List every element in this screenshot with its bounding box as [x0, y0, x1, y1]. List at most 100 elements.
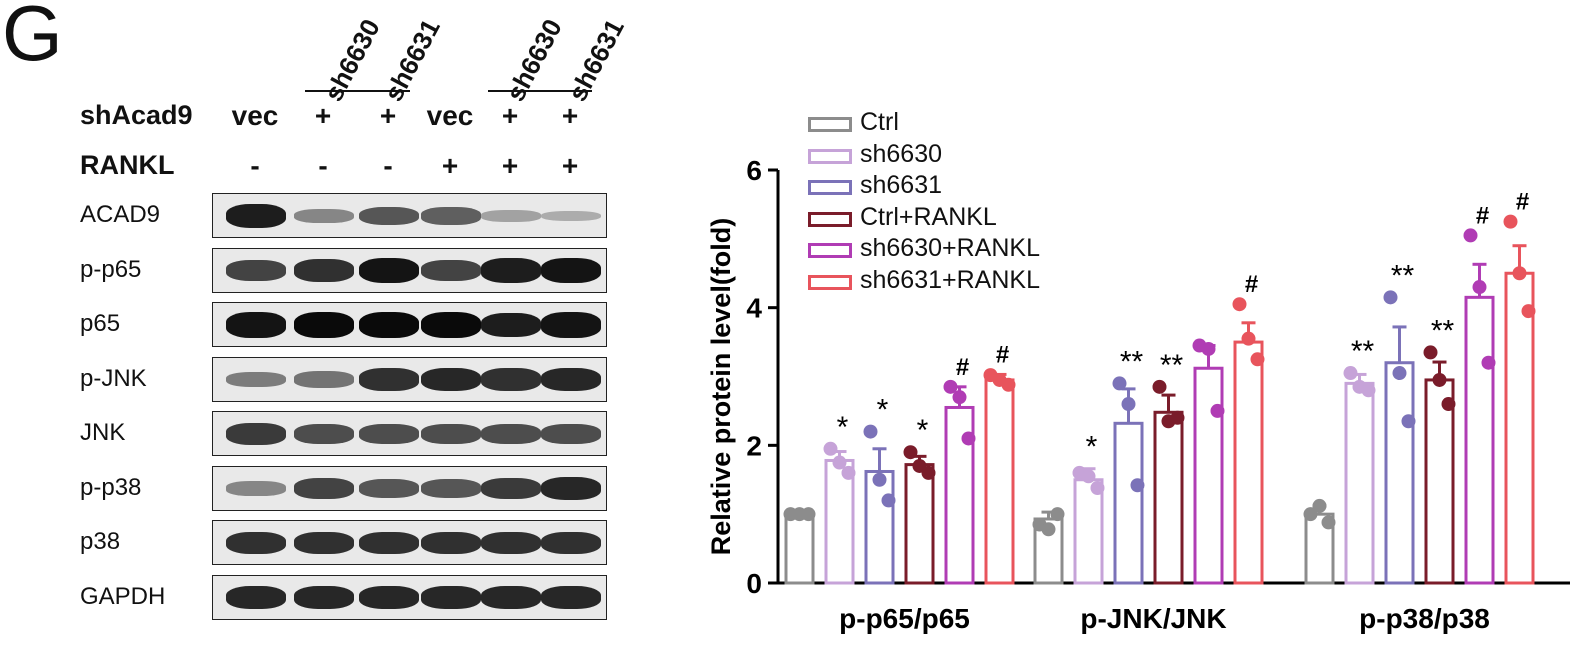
data-point: [1383, 290, 1398, 305]
significance-mark: **: [1160, 349, 1184, 382]
condition-cell: -: [318, 150, 328, 181]
bar: [1233, 340, 1264, 585]
panel-letter: G: [2, 0, 63, 77]
lane-header: sh6631: [562, 14, 630, 107]
blot-band: [541, 476, 601, 501]
blot-band: [294, 312, 354, 338]
blot-band: [226, 260, 286, 281]
blot-band: [226, 585, 286, 610]
data-point: [1481, 355, 1496, 370]
blot-band: [421, 479, 481, 498]
data-point: [1210, 403, 1225, 418]
blot-band: [541, 531, 601, 555]
blot-band: [359, 368, 419, 391]
blot-band: [226, 203, 286, 229]
data-point: [863, 424, 878, 439]
blot-label: p65: [80, 310, 121, 337]
data-point: [943, 379, 958, 394]
blot-band: [481, 368, 541, 391]
data-point: [1130, 478, 1145, 493]
blot-band: [226, 423, 286, 445]
legend-swatch: [808, 117, 852, 132]
condition-cell: +: [561, 100, 579, 131]
blot-band: [421, 312, 481, 338]
blot-label: ACAD9: [80, 201, 161, 228]
data-point: [801, 507, 816, 522]
blot-strip: [212, 520, 607, 565]
data-point: [1112, 376, 1127, 391]
data-point: [1361, 383, 1376, 398]
blot-band: [359, 206, 419, 226]
blot-label: p-p38: [80, 473, 142, 501]
significance-mark: #: [1476, 202, 1489, 229]
blot-band: [226, 481, 286, 496]
blot-band: [294, 424, 354, 444]
data-point: [1241, 331, 1256, 346]
significance-mark: *: [917, 414, 929, 447]
significance-mark: *: [837, 411, 849, 444]
data-point: [823, 441, 838, 456]
blot-band: [294, 208, 354, 224]
data-point: [1432, 372, 1447, 387]
significance-mark: **: [1391, 259, 1415, 292]
blot-band: [294, 478, 354, 499]
blot-band: [359, 424, 419, 444]
x-category-label: p-p38/p38: [1359, 603, 1490, 634]
data-point: [832, 455, 847, 470]
bar: [904, 463, 935, 585]
significance-mark: **: [1431, 314, 1455, 347]
bar: [1073, 478, 1104, 585]
bar: [784, 512, 815, 585]
data-point: [1170, 410, 1185, 425]
legend-label: sh6631+RANKL: [860, 265, 1040, 294]
bar: [984, 378, 1015, 585]
y-tick-label: 4: [746, 293, 762, 324]
blot-label: p-JNK: [80, 364, 147, 392]
condition-cell: +: [379, 100, 397, 131]
blot-band: [541, 367, 601, 392]
condition-cell: vec: [231, 100, 279, 131]
bar: [1113, 421, 1144, 585]
blot-strip: [212, 247, 607, 293]
blot-band: [481, 531, 541, 555]
y-tick-label: 2: [746, 430, 762, 461]
significance-mark: **: [1351, 335, 1375, 368]
data-point: [1392, 366, 1407, 381]
blot-band: [359, 479, 419, 498]
blot-band: [226, 531, 286, 555]
legend-label: sh6630+RANKL: [860, 234, 1040, 262]
condition-row-title: RANKL: [80, 150, 175, 180]
data-point: [1041, 522, 1056, 537]
data-point: [1001, 377, 1016, 392]
blot-strip: [212, 302, 607, 347]
blot-band: [541, 424, 601, 444]
data-point: [1521, 304, 1536, 319]
legend-swatch: [808, 243, 852, 258]
legend-label: sh6631: [860, 171, 943, 199]
data-point: [1121, 397, 1136, 412]
data-point: [1321, 515, 1336, 530]
blot-strip: [212, 411, 607, 456]
blot-label: p38: [80, 528, 121, 555]
blot-band: [294, 371, 354, 388]
data-point: [1303, 507, 1318, 522]
blot-strip: [212, 574, 607, 620]
lane-header: sh6630: [318, 14, 386, 107]
legend-swatch: [808, 148, 852, 164]
blot-band: [541, 210, 601, 222]
blot-band: [421, 585, 481, 610]
blot-band: [481, 312, 541, 338]
blot-strip: [212, 356, 607, 402]
x-category-label: p-JNK/JNK: [1080, 603, 1226, 634]
data-point: [881, 493, 896, 508]
blot-band: [541, 585, 601, 610]
bar: [1424, 378, 1455, 585]
legend-label: sh6630: [860, 139, 943, 168]
blot-band: [421, 207, 481, 225]
data-point: [1472, 280, 1487, 295]
data-point: [903, 445, 918, 460]
blot-band: [541, 257, 601, 284]
y-tick-label: 6: [746, 155, 762, 186]
blot-band: [481, 258, 541, 283]
blot-band: [481, 210, 541, 222]
